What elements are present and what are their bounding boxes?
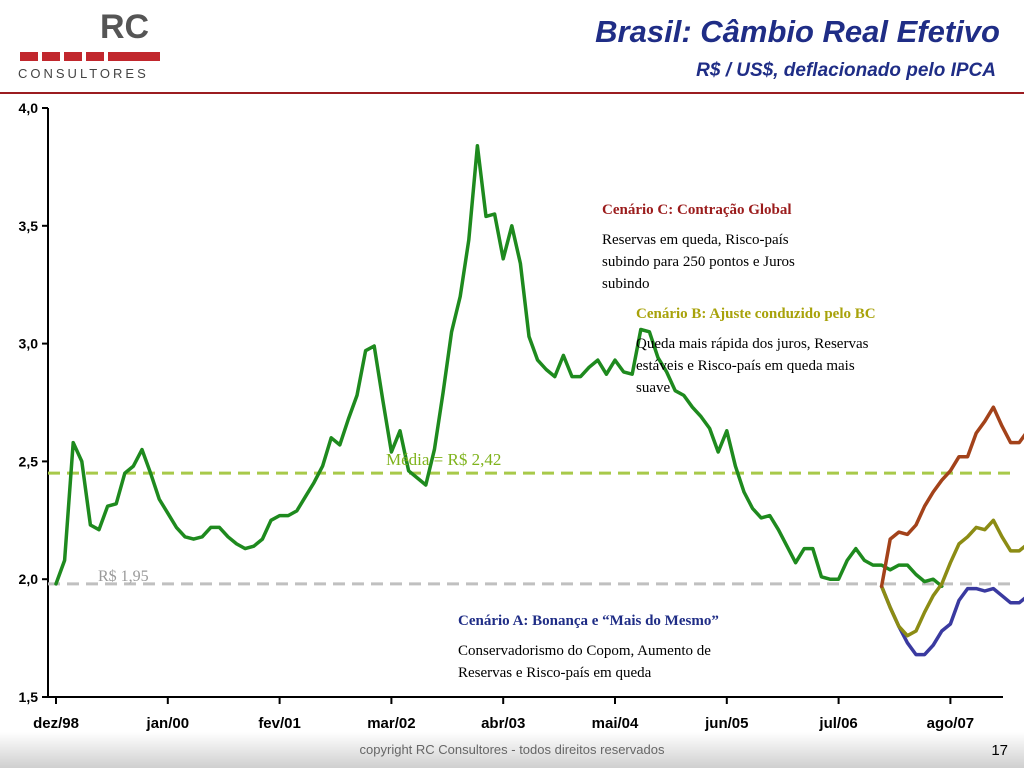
x-tick-label: mar/02 <box>367 715 415 732</box>
x-tick-label: abr/03 <box>481 715 525 732</box>
page-number: 17 <box>991 742 1008 759</box>
series-line-scenario-a <box>879 584 1024 657</box>
y-tick-label: 3,5 <box>19 218 39 234</box>
logo-rc: RC <box>100 8 150 46</box>
scenario-b-title: Cenário B: Ajuste conduzido pelo BC <box>636 306 876 322</box>
page-title: Brasil: Câmbio Real Efetivo <box>595 14 1000 49</box>
series-line-historical <box>54 143 944 589</box>
page-subtitle: R$ / US$, deflacionado pelo IPCA <box>696 60 996 81</box>
y-tick-label: 1,5 <box>19 689 39 705</box>
scenario-a-title: Cenário A: Bonança e “Mais do Mesmo” <box>458 613 719 629</box>
scenario-c-description: Reservas em queda, Risco-país subindo par… <box>602 232 795 292</box>
logo-blocks <box>20 52 160 61</box>
footer-bar <box>0 732 1024 768</box>
y-tick-label: 2,5 <box>19 453 39 469</box>
scenario-b-description: Queda mais rápida dos juros, Reservas est… <box>636 336 869 396</box>
scenario-a-description: Conservadorismo do Copom, Aumento de Rese… <box>458 643 711 681</box>
series-line-scenario-b <box>879 518 1024 638</box>
y-tick-label: 2,0 <box>19 571 39 587</box>
mean-line-label: Média = R$ 2,42 <box>386 450 501 469</box>
title-divider <box>0 92 1024 94</box>
x-tick-label: jun/05 <box>704 715 748 732</box>
x-tick-label: fev/01 <box>258 715 301 732</box>
x-tick-label: jan/00 <box>146 715 190 732</box>
x-tick-label: mai/04 <box>592 715 639 732</box>
y-tick-label: 4,0 <box>19 100 39 116</box>
footer-copyright: copyright RC Consultores - todos direito… <box>359 742 665 757</box>
exchange-rate-chart: 1,5 2,0 2,5 3,0 3,5 4,0 dez/98 jan/00 fev/01 mar/… <box>19 100 1024 732</box>
x-tick-label: ago/07 <box>927 715 975 732</box>
y-tick-label: 3,0 <box>19 336 39 352</box>
series-line-scenario-c <box>879 405 1024 589</box>
x-tick-label: jul/06 <box>818 715 857 732</box>
scenario-c-title: Cenário C: Contração Global <box>602 202 792 218</box>
logo-subtitle: CONSULTORES <box>18 66 149 81</box>
x-tick-label: dez/98 <box>33 715 79 732</box>
reference-line-label: R$ 1,95 <box>98 568 149 585</box>
